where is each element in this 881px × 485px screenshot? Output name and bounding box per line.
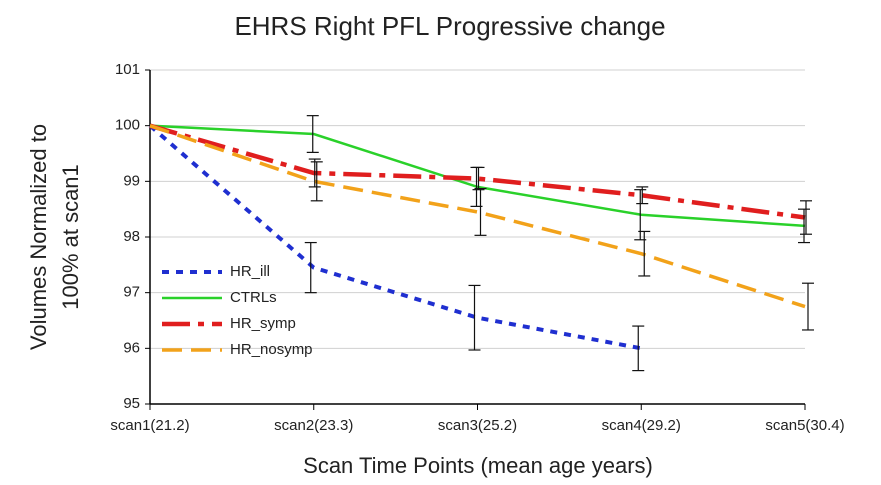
y-tick-label: 98	[123, 228, 140, 245]
x-tick-label: scan5(30.4)	[765, 417, 844, 434]
series-line	[149, 124, 806, 228]
x-tick-label: scan2(23.3)	[274, 417, 353, 434]
x-tick-label: scan4(29.2)	[602, 417, 681, 434]
y-tick-label: 101	[115, 61, 140, 78]
series-line	[149, 123, 806, 220]
y-tick-label: 99	[123, 172, 140, 189]
y-tick-label: 100	[115, 117, 140, 134]
chart-title: EHRS Right PFL Progressive change	[234, 11, 665, 41]
y-tick-label: 97	[123, 284, 140, 301]
y-axis-title: Volumes Normalized to	[26, 124, 51, 350]
x-axis-title: Scan Time Points (mean age years)	[303, 453, 653, 478]
legend-label: HR_ill	[230, 263, 270, 280]
legend-label: HR_symp	[230, 315, 296, 332]
x-tick-label: scan1(21.2)	[110, 417, 189, 434]
legend-label: HR_nosymp	[230, 341, 313, 358]
series-line	[149, 124, 806, 309]
y-tick-label: 95	[123, 395, 140, 412]
y-axis-title: 100% at scan1	[58, 164, 83, 310]
y-tick-label: 96	[123, 339, 140, 356]
legend-label: CTRLs	[230, 289, 277, 306]
x-tick-label: scan3(25.2)	[438, 417, 517, 434]
